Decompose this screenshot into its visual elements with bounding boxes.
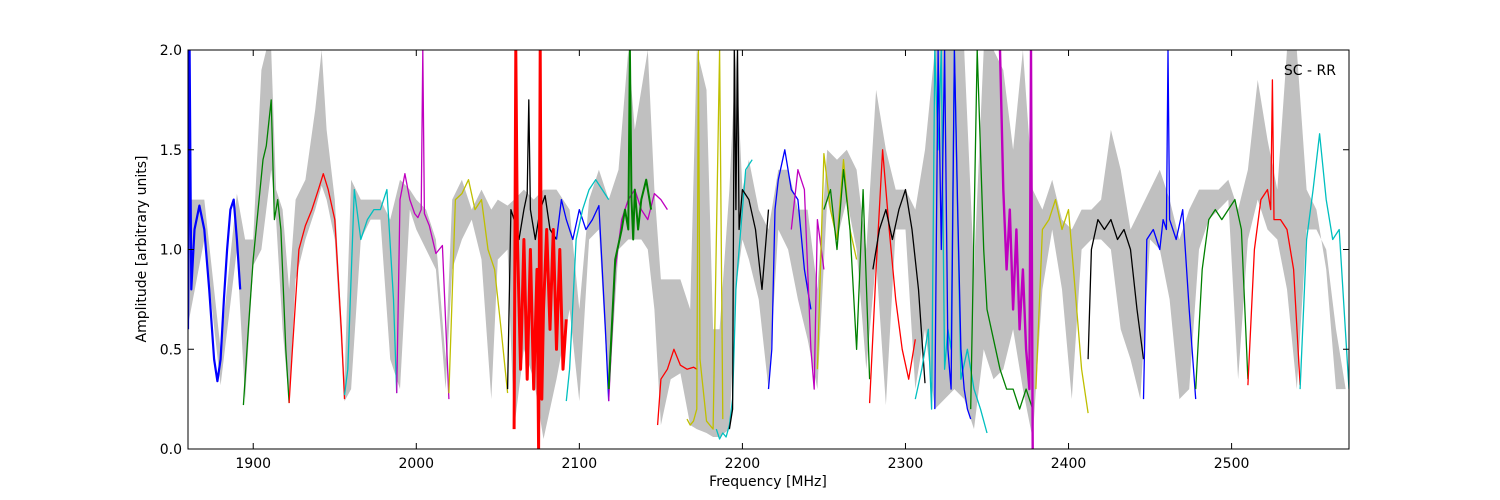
x-tick-label: 1900 — [235, 456, 271, 472]
series-line-red-12 — [656, 348, 698, 426]
x-tick-label: 2500 — [1214, 456, 1250, 472]
y-tick-label: 0.5 — [160, 342, 182, 358]
series-line-magenta-4 — [396, 50, 450, 400]
y-axis-title: Amplitude [arbitrary units] — [134, 156, 150, 343]
x-tick-label: 2400 — [1051, 456, 1087, 472]
x-tick-label: 2000 — [398, 456, 434, 472]
series-line-green-29 — [1195, 198, 1249, 390]
series-line-green-1 — [242, 99, 290, 406]
data-layer — [188, 50, 1349, 449]
series-line-magenta-25 — [998, 50, 1034, 449]
ticks-layer: 1900 2000 2100 2200 2300 2400 2500 0.0 0.5 1.0 1.5… — [160, 43, 1349, 472]
series-line-black-15 — [728, 50, 770, 430]
x-axis-title: Frequency [MHz] — [709, 474, 827, 490]
series-line-olive-5 — [448, 179, 509, 394]
series-line-black-21 — [872, 188, 926, 384]
x-tick-label: 2300 — [888, 456, 924, 472]
series-line-blue-8 — [555, 198, 610, 402]
plot-frame — [187, 49, 1350, 450]
x-tick-label: 2100 — [562, 456, 598, 472]
series-line-blue-23 — [934, 50, 972, 420]
series-line-red-7 — [512, 50, 568, 449]
series-line-magenta-17 — [790, 169, 825, 390]
y-tick-label: 1.0 — [160, 243, 182, 259]
series-line-cyan-3 — [343, 188, 398, 396]
plot-area: 1900 2000 2100 2200 2300 2400 2500 0.0 0.5 1.0 1.5… — [160, 43, 1350, 472]
series-line-cyan-31 — [1299, 133, 1349, 390]
series-line-red-20 — [868, 149, 916, 404]
envelope-band — [188, 50, 1346, 439]
y-tick-label: 2.0 — [160, 43, 182, 59]
x-tick-label: 2200 — [725, 456, 761, 472]
series-line-cyan-22 — [914, 50, 988, 434]
series-line-green-19 — [823, 169, 871, 380]
series-line-olive-26 — [1035, 198, 1089, 414]
series-line-blue-16 — [767, 149, 812, 390]
y-tick-label: 0.0 — [160, 442, 182, 458]
series-line-olive-13 — [686, 50, 724, 430]
series-line-blue-28 — [1142, 50, 1197, 400]
series-line-red-30 — [1247, 79, 1301, 386]
series-line-green-11 — [607, 50, 653, 390]
annotation-label: SC - RR — [1284, 63, 1336, 79]
series-line-red-2 — [288, 173, 346, 404]
series-line-blue-0 — [188, 50, 242, 383]
series-line-black-27 — [1087, 218, 1145, 360]
y-tick-label: 1.5 — [160, 143, 182, 159]
series-line-cyan-9 — [565, 179, 610, 402]
series-line-green-24 — [970, 50, 1034, 410]
